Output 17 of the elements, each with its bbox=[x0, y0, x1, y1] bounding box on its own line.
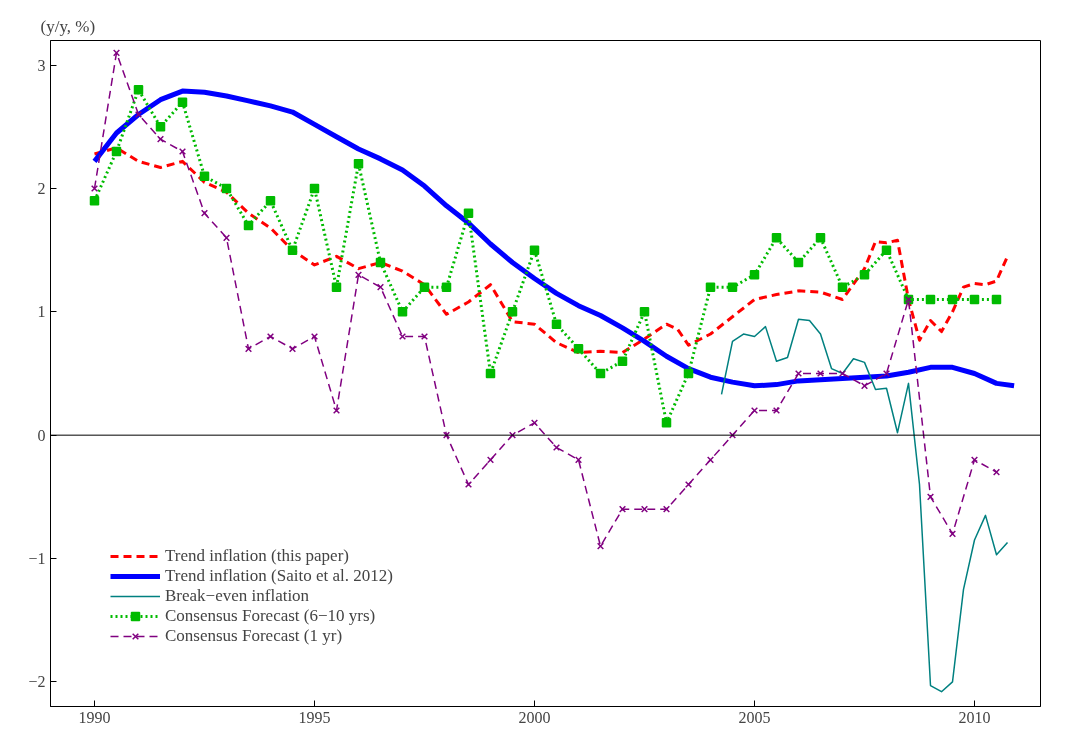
y-axis-title: (y/y, %) bbox=[40, 16, 96, 36]
y-tick-label: 3 bbox=[37, 56, 46, 74]
x-tick-label: 1995 bbox=[298, 708, 331, 726]
legend-label: Consensus Forecast (1 yr) bbox=[165, 626, 343, 646]
x-tick-label: 2005 bbox=[738, 708, 771, 726]
x-tick-label: 1990 bbox=[78, 708, 111, 726]
x-tick-label: 2010 bbox=[958, 708, 991, 726]
y-tick-label: −1 bbox=[28, 550, 46, 567]
x-tick-label: 2000 bbox=[518, 708, 551, 726]
legend-label: Trend inflation (this paper) bbox=[165, 546, 349, 566]
y-tick-label: 0 bbox=[37, 426, 46, 444]
y-tick-label: 2 bbox=[37, 180, 46, 197]
y-tick-label: −2 bbox=[28, 673, 46, 691]
y-tick-label: 1 bbox=[37, 303, 46, 321]
legend-label: Trend inflation (Saito et al. 2012) bbox=[165, 566, 393, 586]
legend-label: Consensus Forecast (6−10 yrs) bbox=[165, 606, 376, 626]
legend-label: Break−even inflation bbox=[165, 586, 310, 606]
